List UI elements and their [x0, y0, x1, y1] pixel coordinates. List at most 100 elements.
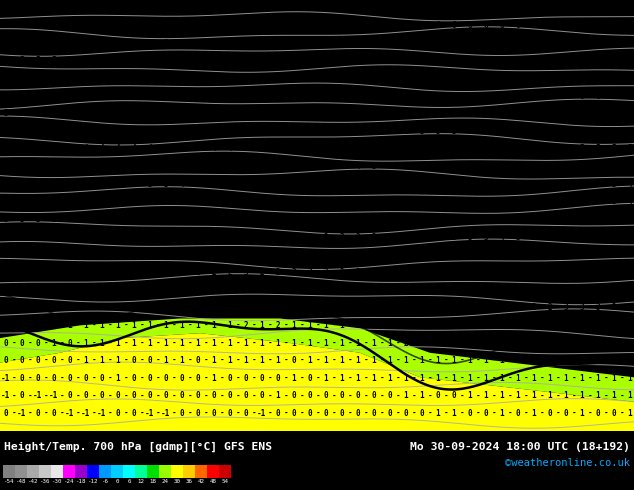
- Text: -: -: [619, 321, 624, 330]
- Text: 5: 5: [276, 109, 280, 118]
- Text: 4: 4: [276, 162, 280, 171]
- Text: -: -: [604, 39, 608, 48]
- Text: -: -: [204, 250, 209, 259]
- Text: 5: 5: [420, 145, 424, 153]
- Text: 1: 1: [68, 321, 72, 330]
- Text: 1: 1: [628, 392, 632, 400]
- Text: 6: 6: [420, 3, 424, 12]
- Text: 1: 1: [243, 339, 249, 347]
- Text: -: -: [204, 127, 209, 136]
- Text: -: -: [75, 39, 81, 48]
- Text: 1: 1: [596, 356, 600, 365]
- Text: 3: 3: [68, 180, 72, 189]
- Text: -: -: [428, 92, 432, 100]
- Text: -: -: [60, 145, 64, 153]
- Text: 24: 24: [162, 479, 169, 484]
- Text: 6: 6: [532, 92, 536, 100]
- Text: -: -: [508, 392, 512, 400]
- Text: 6: 6: [500, 92, 504, 100]
- Text: 5: 5: [84, 56, 88, 65]
- Text: -: -: [604, 339, 608, 347]
- Text: 0: 0: [276, 374, 280, 383]
- Text: 6: 6: [324, 3, 328, 12]
- Text: 1: 1: [179, 339, 184, 347]
- Text: -: -: [44, 21, 48, 30]
- Text: 36: 36: [186, 479, 193, 484]
- Text: 0: 0: [436, 392, 440, 400]
- Text: 6: 6: [68, 21, 72, 30]
- Text: 2: 2: [243, 303, 249, 312]
- Text: -: -: [572, 321, 576, 330]
- Text: 6: 6: [500, 21, 504, 30]
- Text: -: -: [460, 392, 464, 400]
- Text: -: -: [588, 356, 592, 365]
- Text: 3: 3: [387, 268, 392, 277]
- Text: 3: 3: [4, 162, 8, 171]
- Text: -: -: [188, 339, 192, 347]
- Text: -: -: [172, 392, 176, 400]
- Text: 5: 5: [164, 39, 168, 48]
- Text: 2: 2: [468, 321, 472, 330]
- Text: 6: 6: [484, 109, 488, 118]
- Text: 30: 30: [174, 479, 181, 484]
- Text: -: -: [220, 74, 224, 83]
- Text: 0: 0: [52, 374, 56, 383]
- Text: 1: 1: [356, 339, 360, 347]
- Text: 0: 0: [468, 409, 472, 418]
- Text: -: -: [476, 215, 481, 224]
- Text: -30: -30: [52, 479, 62, 484]
- Text: -: -: [492, 286, 496, 294]
- Text: 3: 3: [36, 162, 41, 171]
- Text: -36: -36: [40, 479, 50, 484]
- Text: 4: 4: [500, 180, 504, 189]
- Text: -: -: [236, 392, 240, 400]
- Text: -: -: [204, 409, 209, 418]
- Text: 3: 3: [404, 215, 408, 224]
- Text: 6: 6: [4, 39, 8, 48]
- Text: -: -: [252, 268, 256, 277]
- Text: -: -: [396, 127, 400, 136]
- Text: 2: 2: [68, 250, 72, 259]
- Text: 1: 1: [84, 356, 88, 365]
- Text: 0: 0: [564, 409, 568, 418]
- Text: -: -: [108, 3, 112, 12]
- Text: -: -: [204, 303, 209, 312]
- Text: 2: 2: [500, 303, 504, 312]
- Text: 4: 4: [579, 180, 585, 189]
- Text: -: -: [428, 109, 432, 118]
- Text: -: -: [60, 39, 64, 48]
- Text: -: -: [588, 21, 592, 30]
- Text: 6: 6: [243, 56, 249, 65]
- Text: 6: 6: [148, 3, 152, 12]
- Text: -: -: [92, 409, 96, 418]
- Text: -: -: [300, 303, 304, 312]
- Text: 3: 3: [532, 286, 536, 294]
- Text: 2: 2: [612, 321, 616, 330]
- Text: 5: 5: [243, 127, 249, 136]
- Text: -: -: [444, 303, 448, 312]
- Text: -: -: [60, 162, 64, 171]
- Text: 1: 1: [84, 303, 88, 312]
- Text: -: -: [108, 145, 112, 153]
- Text: -: -: [444, 56, 448, 65]
- Bar: [135, 465, 147, 478]
- Text: -: -: [540, 197, 545, 206]
- Text: -: -: [508, 409, 512, 418]
- Text: -: -: [619, 392, 624, 400]
- Text: -: -: [172, 74, 176, 83]
- Text: 2: 2: [515, 286, 521, 294]
- Text: 0: 0: [243, 392, 249, 400]
- Text: -: -: [364, 109, 368, 118]
- Text: 0: 0: [307, 374, 313, 383]
- Text: 5: 5: [436, 92, 440, 100]
- Text: 6: 6: [307, 92, 313, 100]
- Text: -: -: [428, 180, 432, 189]
- Text: 1: 1: [596, 392, 600, 400]
- Text: -: -: [156, 109, 160, 118]
- Text: 2: 2: [372, 286, 377, 294]
- Text: -18: -18: [75, 479, 86, 484]
- Text: 5: 5: [148, 92, 152, 100]
- Text: -: -: [236, 356, 240, 365]
- Text: 0: 0: [228, 374, 232, 383]
- Text: -: -: [172, 180, 176, 189]
